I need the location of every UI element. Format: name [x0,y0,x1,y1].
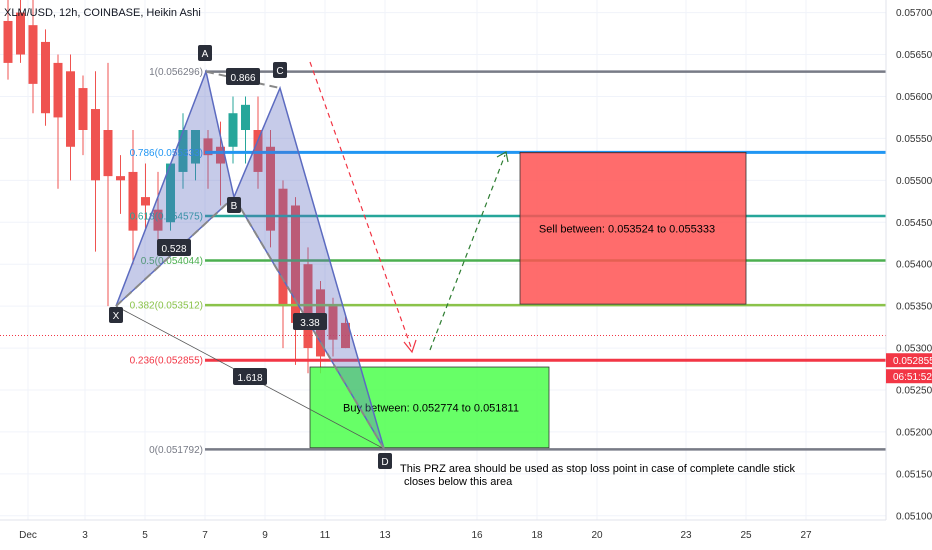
time-tick: 13 [379,530,391,541]
buy-zone-label: Buy between: 0.052774 to 0.051811 [343,402,519,414]
point-badge [273,62,287,78]
candle [3,20,13,63]
time-axis[interactable]: Dec 3 5 7 9 11 13 16 18 20 23 25 27 [0,519,886,541]
candle [41,41,50,114]
candle [141,197,150,206]
candle [328,306,338,340]
candle [203,138,213,156]
candle [241,104,250,130]
ratio-badge [157,239,191,256]
point-badge [227,197,241,213]
time-tick: 27 [800,530,812,541]
time-tick: 20 [591,530,603,541]
ratio-label: 0.866 [230,73,255,84]
point-label: B [231,201,238,212]
chart-title: XLM/USD, 12h, COINBASE, Heikin Ashi [4,7,201,19]
time-tick: Dec [19,530,37,541]
down-arrowhead [403,339,417,354]
ratio-badge [233,368,267,385]
point-badge [198,45,212,61]
candle [128,171,138,231]
candle [166,163,175,223]
price-axis-bg [886,0,932,550]
candles [3,0,350,374]
candle [228,113,238,147]
time-tick: 18 [531,530,543,541]
fib-label: 0(0.051792) [149,445,203,456]
time-tick: 11 [320,530,331,541]
fib-label: 1(0.056296) [149,67,203,78]
candle [103,130,113,177]
buy-zone [309,366,550,449]
prz-note: closes below this area [404,476,513,488]
sell-zone [519,151,747,305]
harmonic-pattern: 0.866 0.528 3.38 1.618 X A B C D [109,45,392,469]
time-tick: 23 [680,530,692,541]
fib-label: 0.236(0.052855) [130,356,203,367]
candle [116,176,125,181]
time-tick: 3 [82,530,88,541]
zones: Sell between: 0.053524 to 0.055333 Buy be… [309,151,747,449]
point-label: C [276,66,283,77]
sell-zone-label: Sell between: 0.053524 to 0.055333 [539,223,715,235]
time-tick: 7 [202,530,208,541]
candle [216,146,225,164]
candle [266,146,275,231]
candle [78,88,88,130]
up-arrow [429,154,506,351]
down-arrow [309,61,413,351]
up-arrowhead [496,151,509,163]
prz-note: This PRZ area should be used as stop los… [400,463,795,475]
point-badge [109,307,123,323]
candle [291,205,300,323]
time-tick: 5 [142,530,148,541]
price-tag-value: 0.052855 [893,356,932,367]
projection-arrows [309,61,509,354]
candle [191,130,200,164]
candle [91,109,100,181]
countdown-value: 06:51:52 [893,372,932,383]
point-badge [378,453,392,469]
countdown-tag [886,369,932,384]
price-tag [886,353,932,368]
fib-label: 0.618(0.054575) [130,211,203,222]
ratio-badge [293,313,327,330]
ratio-label: 0.528 [161,244,186,255]
candle [28,25,38,84]
candle [66,71,75,147]
point-label: D [381,457,388,468]
time-tick: 16 [471,530,483,541]
fib-label: 0.382(0.053512) [130,301,203,312]
ratio-label: 1.618 [237,373,262,384]
fib-label: 0.786(0.055333) [130,148,203,159]
point-label: A [202,49,209,60]
candle [278,188,288,307]
ratio-label: 3.38 [300,318,320,329]
fib-label: 0.5(0.054044) [141,256,203,267]
ratio-badge [226,68,260,85]
candle [178,130,188,172]
candle [53,62,63,118]
candle [153,209,163,231]
point-label: X [113,311,120,322]
time-tick: 25 [740,530,752,541]
time-tick: 9 [262,530,268,541]
candle [16,12,25,55]
overlay: This PRZ area should be used as stop los… [400,463,795,488]
